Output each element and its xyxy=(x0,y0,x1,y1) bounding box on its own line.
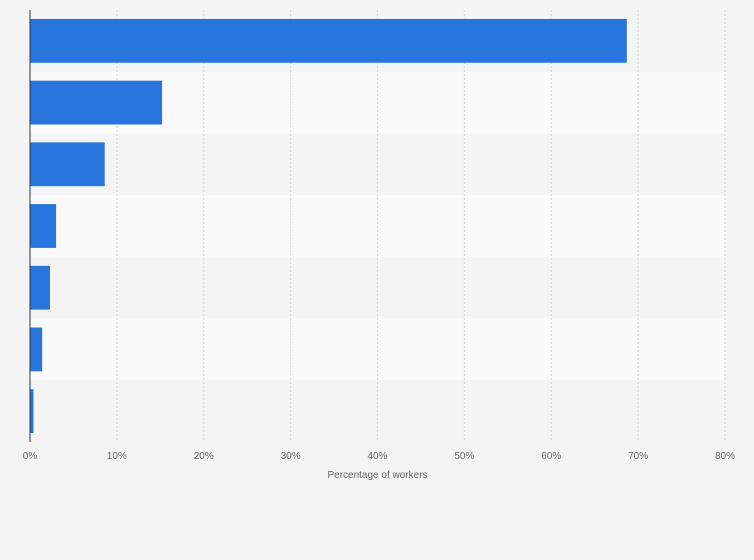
x-tick-label: 40% xyxy=(367,451,387,462)
bar xyxy=(30,265,50,310)
x-tick-labels: 0% 10% 20% 30% 40% 50% 60% 70% 80% xyxy=(23,451,735,462)
bars xyxy=(30,18,627,434)
x-axis-title: Percentage of workers xyxy=(327,470,427,481)
bar xyxy=(30,204,57,248)
bar xyxy=(30,389,34,434)
x-tick-label: 70% xyxy=(628,451,648,462)
x-tick-label: 50% xyxy=(454,451,474,462)
x-tick-label: 80% xyxy=(715,451,735,462)
bar xyxy=(30,142,105,187)
x-tick-label: 0% xyxy=(23,451,38,462)
x-tick-label: 60% xyxy=(541,451,561,462)
bar xyxy=(30,327,43,372)
x-tick-label: 30% xyxy=(281,451,301,462)
x-tick-label: 20% xyxy=(194,451,214,462)
bar xyxy=(30,80,163,125)
x-tick-label: 10% xyxy=(107,451,127,462)
gridlines xyxy=(116,10,726,442)
bar xyxy=(30,18,627,63)
